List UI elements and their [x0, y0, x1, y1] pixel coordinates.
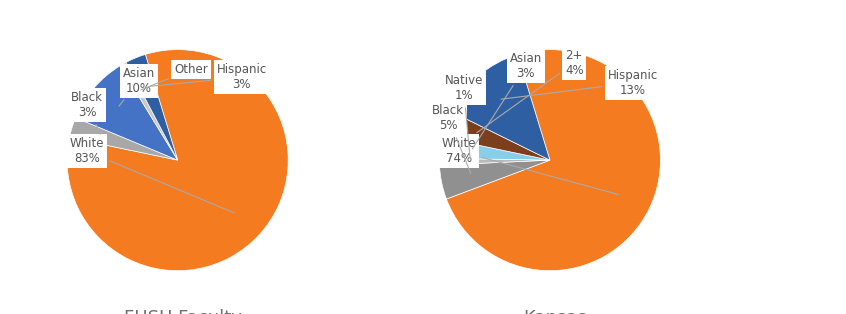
Wedge shape: [75, 66, 178, 160]
Wedge shape: [439, 138, 550, 160]
Text: Kansas: Kansas: [524, 309, 587, 314]
Text: White
83%: White 83%: [69, 137, 233, 213]
Text: 2+
4%: 2+ 4%: [477, 49, 584, 133]
Wedge shape: [447, 50, 661, 271]
Text: White
74%: White 74%: [442, 137, 618, 195]
Text: Asian
10%: Asian 10%: [119, 67, 155, 106]
Wedge shape: [442, 111, 550, 160]
Text: Black
3%: Black 3%: [71, 91, 103, 134]
Wedge shape: [126, 54, 178, 160]
Wedge shape: [451, 54, 550, 160]
Wedge shape: [67, 50, 288, 271]
Text: Hispanic
3%: Hispanic 3%: [150, 63, 266, 91]
Text: Black
5%: Black 5%: [432, 104, 471, 174]
Wedge shape: [120, 62, 178, 160]
Text: Hispanic
13%: Hispanic 13%: [501, 69, 658, 99]
Text: Other: Other: [141, 63, 208, 90]
Text: Asian
3%: Asian 3%: [472, 52, 541, 149]
Wedge shape: [439, 158, 550, 165]
Wedge shape: [69, 118, 178, 160]
Wedge shape: [439, 160, 550, 199]
Text: Native
1%: Native 1%: [444, 74, 483, 159]
Text: FHSU Faculty: FHSU Faculty: [124, 309, 242, 314]
